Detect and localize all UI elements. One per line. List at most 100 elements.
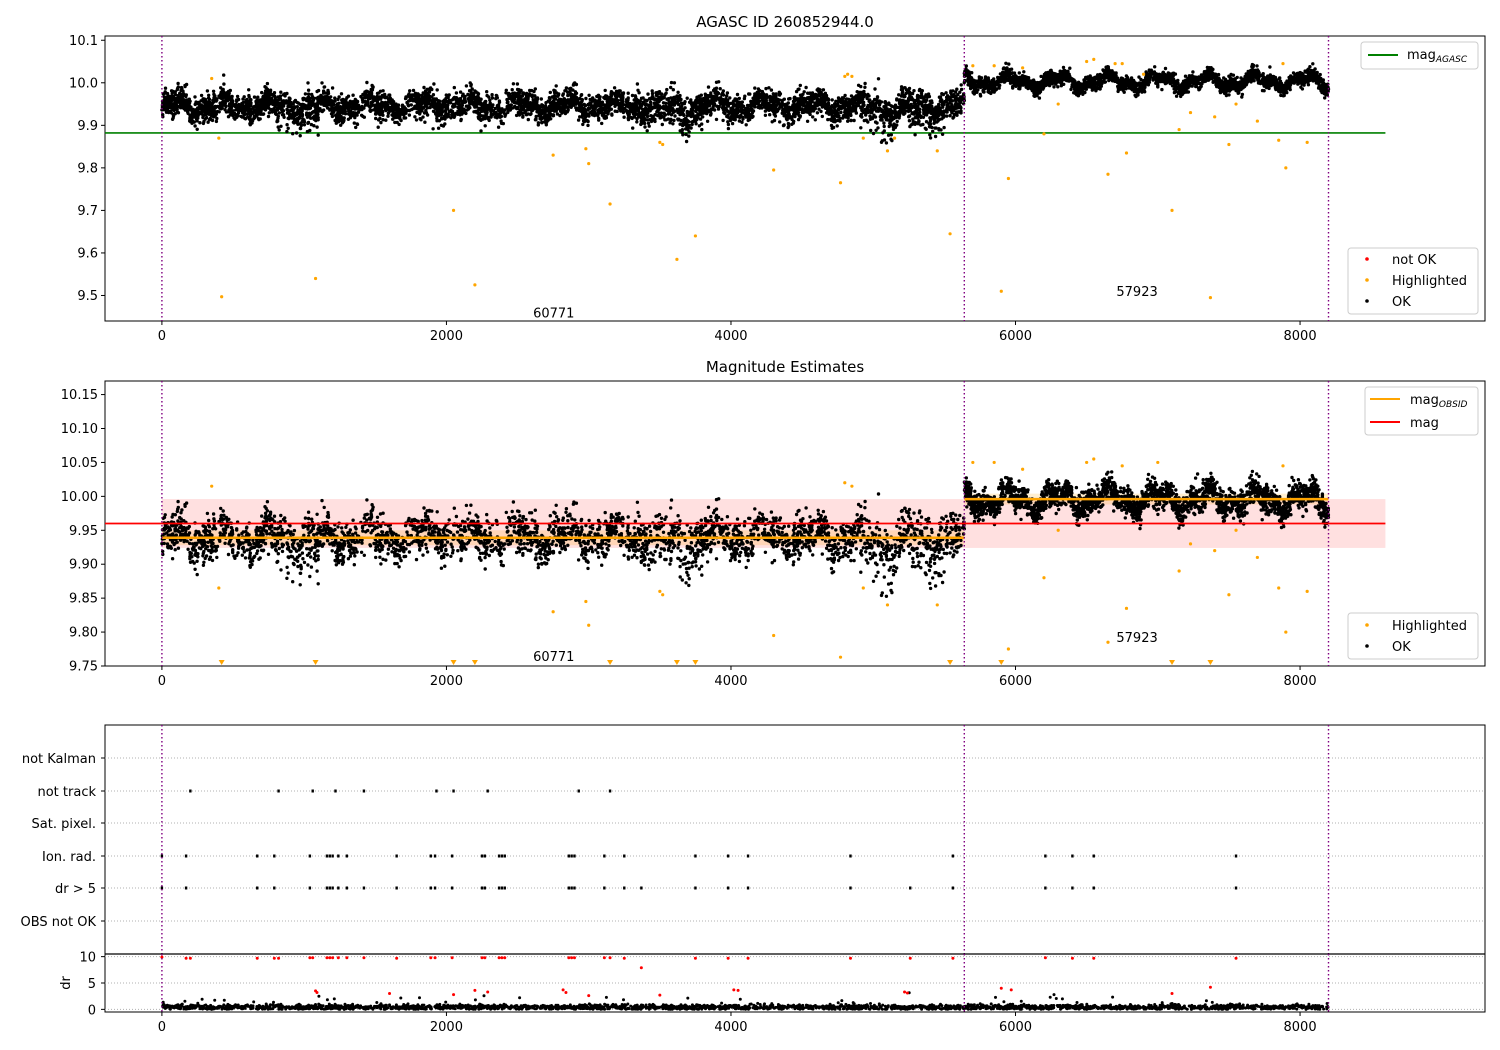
flag-row-label: Sat. pixel. <box>32 817 96 832</box>
highlighted-point <box>608 202 612 206</box>
dr-not-ok-point <box>388 992 392 996</box>
y-tick-label: 0 <box>88 1003 96 1018</box>
highlighted-point <box>935 603 939 607</box>
dr-not-ok-point <box>570 956 574 960</box>
highlighted-point <box>313 276 318 281</box>
x-tick-label: 6000 <box>999 674 1032 689</box>
dr-not-ok-point <box>608 956 612 960</box>
dr-not-ok-point <box>1043 956 1047 960</box>
flag-marker <box>623 854 626 858</box>
dr-not-ok-point <box>503 956 507 960</box>
flag-marker <box>480 886 484 890</box>
highlighted-point <box>1056 102 1060 106</box>
y-tick-label: 9.8 <box>77 161 98 176</box>
highlighted-point <box>217 136 221 140</box>
flag-marker <box>337 854 340 858</box>
flag-marker <box>450 854 454 858</box>
x-tick-label: 8000 <box>1284 329 1317 344</box>
x-tick-label: 2000 <box>430 674 463 689</box>
y-tick-label: 10.1 <box>69 34 98 49</box>
dr-not-ok-point <box>272 956 276 960</box>
agasc-panel: AGASC ID 260852944.0 0 2000 4000 6000 8000 9.5… <box>69 13 1486 344</box>
flag-marker <box>311 789 314 793</box>
flag-marker <box>345 854 349 858</box>
highlighted-point <box>843 481 847 485</box>
highlighted-point <box>1284 166 1288 170</box>
highlighted-point <box>861 136 865 140</box>
highlighted-point <box>1021 467 1025 471</box>
highlighted-point <box>1234 102 1238 106</box>
ok-points <box>962 61 1331 100</box>
highlighted-point <box>992 460 996 465</box>
clipped-marker <box>1207 660 1214 665</box>
dr-not-ok-point <box>726 956 730 960</box>
dr-not-ok-point <box>255 956 259 960</box>
highlighted-point <box>1120 464 1124 468</box>
clipped-marker <box>1169 660 1176 665</box>
dr-not-ok-point <box>160 955 164 959</box>
clipped-marker <box>218 660 225 665</box>
flag-marker <box>726 886 730 890</box>
highlighted-point <box>658 140 662 144</box>
flag-marker <box>345 886 349 890</box>
flag-marker <box>573 886 576 890</box>
highlighted-point <box>992 64 996 68</box>
dr-not-ok-point <box>658 993 662 997</box>
x-tick-label: 4000 <box>714 1020 747 1035</box>
highlighted-point <box>1177 569 1181 573</box>
dr-not-ok-point <box>1170 992 1174 996</box>
dr-not-ok-point <box>497 956 501 960</box>
highlighted-point <box>838 181 843 185</box>
flag-marker <box>362 789 366 793</box>
highlighted-point <box>1092 57 1096 61</box>
obsid-label: 57923 <box>1116 285 1157 300</box>
highlighted-point <box>838 655 843 659</box>
flag-marker <box>951 886 955 890</box>
highlighted-point <box>675 257 679 261</box>
flag-marker <box>1071 886 1074 890</box>
dr-panel: 0 5 10 dr 0 2000 4000 6000 8000 <box>59 951 1486 1035</box>
highlighted-point <box>551 153 555 157</box>
flag-marker <box>450 886 454 890</box>
highlighted-point <box>1120 62 1124 66</box>
highlighted-point <box>772 633 776 638</box>
dr-not-ok-point <box>908 956 912 960</box>
x-tick-label: 2000 <box>430 329 463 344</box>
highlighted-point <box>1284 630 1288 634</box>
y-tick-label: 9.6 <box>77 246 98 261</box>
highlighted-point <box>1188 110 1193 115</box>
dr-not-ok-point <box>395 956 399 960</box>
dr-not-ok-point <box>331 956 335 960</box>
flags-panel: not Kalman not track Sat. pixel. Ion. rad. d… <box>21 724 1486 955</box>
highlighted-point <box>885 603 890 607</box>
legend-box <box>1347 247 1479 315</box>
highlighted-point <box>843 74 847 79</box>
clipped-marker <box>673 660 680 665</box>
highlighted-point <box>935 149 939 153</box>
flag-marker <box>189 789 192 793</box>
flag-marker <box>483 854 487 858</box>
highlighted-point <box>1085 460 1089 465</box>
flag-marker <box>308 854 312 858</box>
legend-marker <box>1365 257 1369 261</box>
flag-marker <box>395 854 398 858</box>
flag-marker <box>623 886 626 890</box>
legend-label: Highlighted <box>1392 274 1467 289</box>
flag-marker <box>694 886 697 890</box>
highlighted-point <box>885 149 890 153</box>
flag-row-label: dr > 5 <box>55 882 96 897</box>
y-tick-label: 10 <box>79 951 96 966</box>
legend-marker <box>1365 299 1369 303</box>
dr-ok-points <box>161 991 1330 1011</box>
dr-not-ok-point <box>308 956 312 960</box>
flag-marker <box>452 789 455 793</box>
dr-not-ok-point <box>1009 988 1013 992</box>
dr-not-ok-point <box>500 956 504 960</box>
dr-not-ok-point <box>452 993 456 997</box>
flag-marker <box>746 854 750 858</box>
flag-marker <box>308 886 312 890</box>
flag-marker <box>503 854 506 858</box>
flag-marker <box>160 854 164 858</box>
highlighted-point <box>473 283 477 287</box>
flag-marker <box>849 854 852 858</box>
